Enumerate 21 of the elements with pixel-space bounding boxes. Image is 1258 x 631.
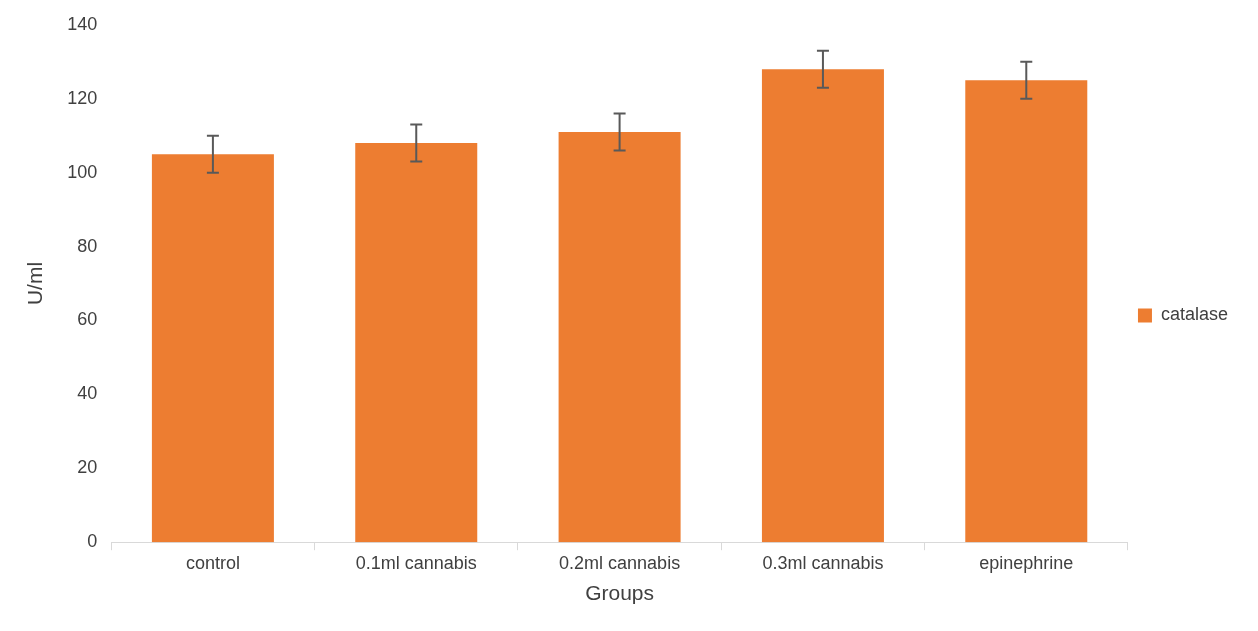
bar <box>761 69 884 543</box>
x-tick-label: 0.1ml cannabis <box>355 552 477 573</box>
y-tick-label: 120 <box>67 87 98 108</box>
y-tick-label: 100 <box>67 161 98 182</box>
x-tick-label: control <box>185 552 240 573</box>
y-tick-label: 60 <box>77 309 98 330</box>
x-tick-label: 0.2ml cannabis <box>559 552 681 573</box>
y-axis-title: U/ml <box>23 261 47 306</box>
y-tick-label: 40 <box>77 383 98 404</box>
y-tick-label: 20 <box>77 457 98 478</box>
y-tick-label: 80 <box>77 235 98 256</box>
x-tick-label: epinephrine <box>979 552 1074 573</box>
y-tick-label: 140 <box>67 13 98 34</box>
bar <box>355 143 478 543</box>
bar <box>558 131 681 543</box>
x-axis-title: Groups <box>585 581 655 605</box>
x-tick-label: 0.3ml cannabis <box>762 552 884 573</box>
bar <box>965 80 1088 543</box>
bar <box>151 154 274 543</box>
y-tick-label: 0 <box>87 531 98 552</box>
legend-label: catalase <box>1160 304 1228 325</box>
